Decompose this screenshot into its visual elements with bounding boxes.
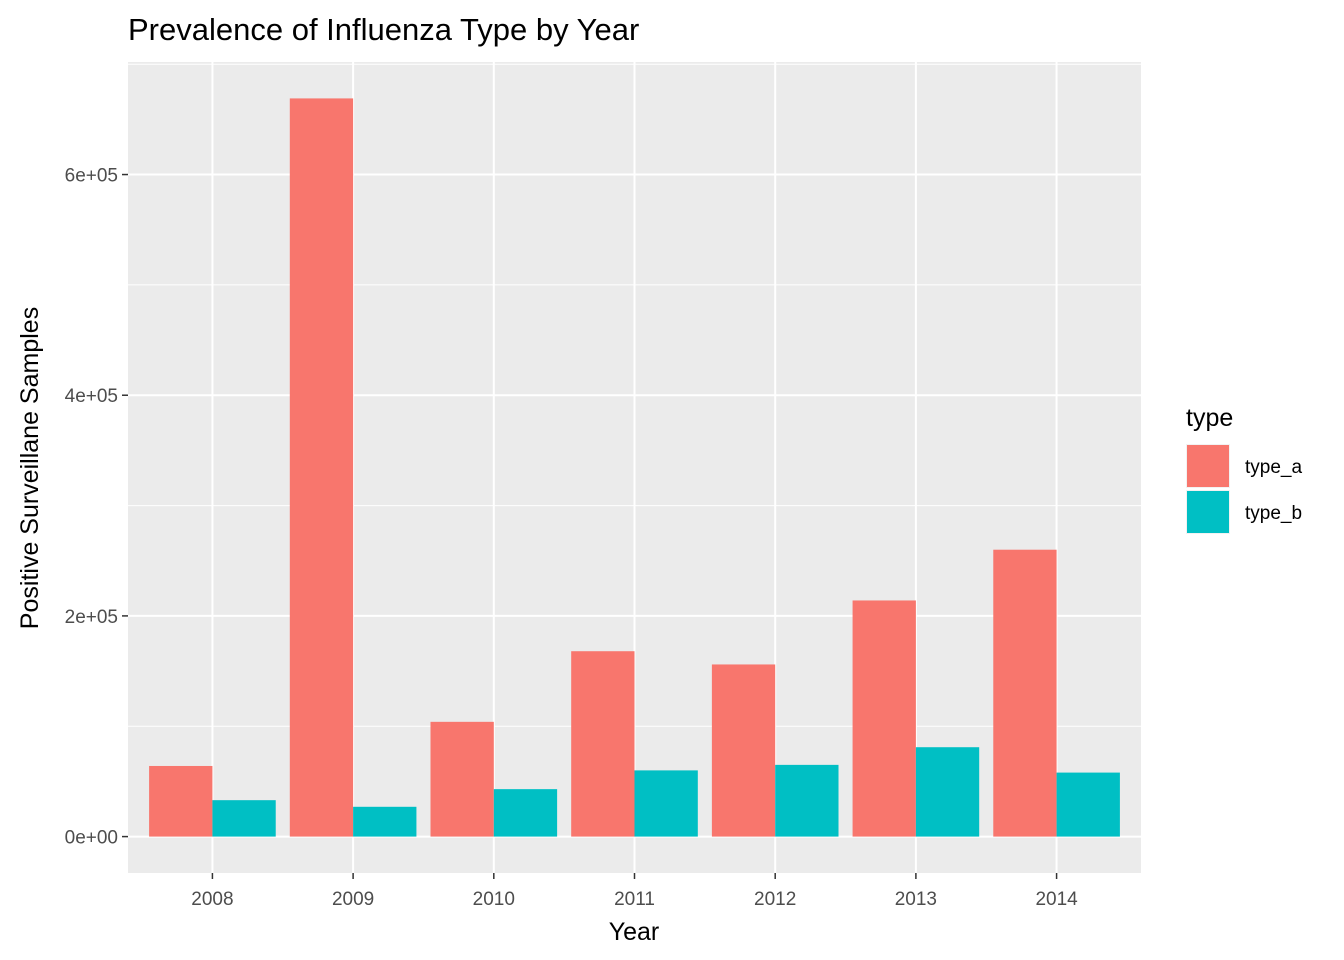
bar-type_a-2008 [149, 765, 213, 837]
bar-type_a-2009 [289, 98, 354, 837]
bar-type_a-2010 [430, 721, 494, 837]
bar-type_b-2012 [775, 764, 839, 837]
x-tick-label: 2009 [332, 889, 374, 910]
x-tick-label: 2008 [191, 889, 233, 910]
y-tick-label: 0e+00 [65, 828, 118, 849]
bar-type_b-2014 [1056, 772, 1120, 837]
bar-type_b-2008 [212, 800, 276, 837]
bar-type_a-2012 [711, 664, 776, 837]
y-tick-label: 6e+05 [65, 166, 118, 187]
bar-type_a-2013 [852, 600, 916, 837]
x-axis-title: Year [609, 918, 660, 946]
legend-swatch-type_a [1187, 445, 1229, 487]
y-tick-label: 4e+05 [65, 386, 118, 407]
x-tick-label: 2013 [895, 889, 937, 910]
legend-label-type_a: type_a [1245, 457, 1302, 478]
bar-type_b-2011 [634, 770, 698, 837]
legend-title: type [1186, 404, 1233, 432]
y-tick-label: 2e+05 [65, 607, 118, 628]
legend: type type_a type_b [1186, 404, 1302, 534]
x-tick-label: 2011 [614, 889, 655, 910]
x-axis: 2008 2009 2010 2011 2012 2013 2014 [191, 873, 1078, 910]
legend-swatch-type_b [1187, 491, 1229, 533]
x-tick-label: 2010 [473, 889, 515, 910]
y-axis: 0e+00 2e+05 4e+05 6e+05 [65, 166, 128, 849]
legend-label-type_b: type_b [1245, 503, 1302, 524]
bar-type_a-2014 [993, 549, 1057, 837]
x-tick-label: 2012 [754, 889, 796, 910]
bar-type_a-2011 [571, 651, 635, 837]
bar-type_b-2009 [353, 806, 417, 837]
bar-type_b-2010 [493, 789, 558, 837]
x-tick-label: 2014 [1035, 889, 1078, 910]
bars [149, 98, 1120, 837]
chart-title: Prevalence of Influenza Type by Year [128, 12, 639, 47]
bar-type_b-2013 [915, 747, 980, 837]
y-axis-title: Positive Surveillane Samples [16, 307, 44, 629]
